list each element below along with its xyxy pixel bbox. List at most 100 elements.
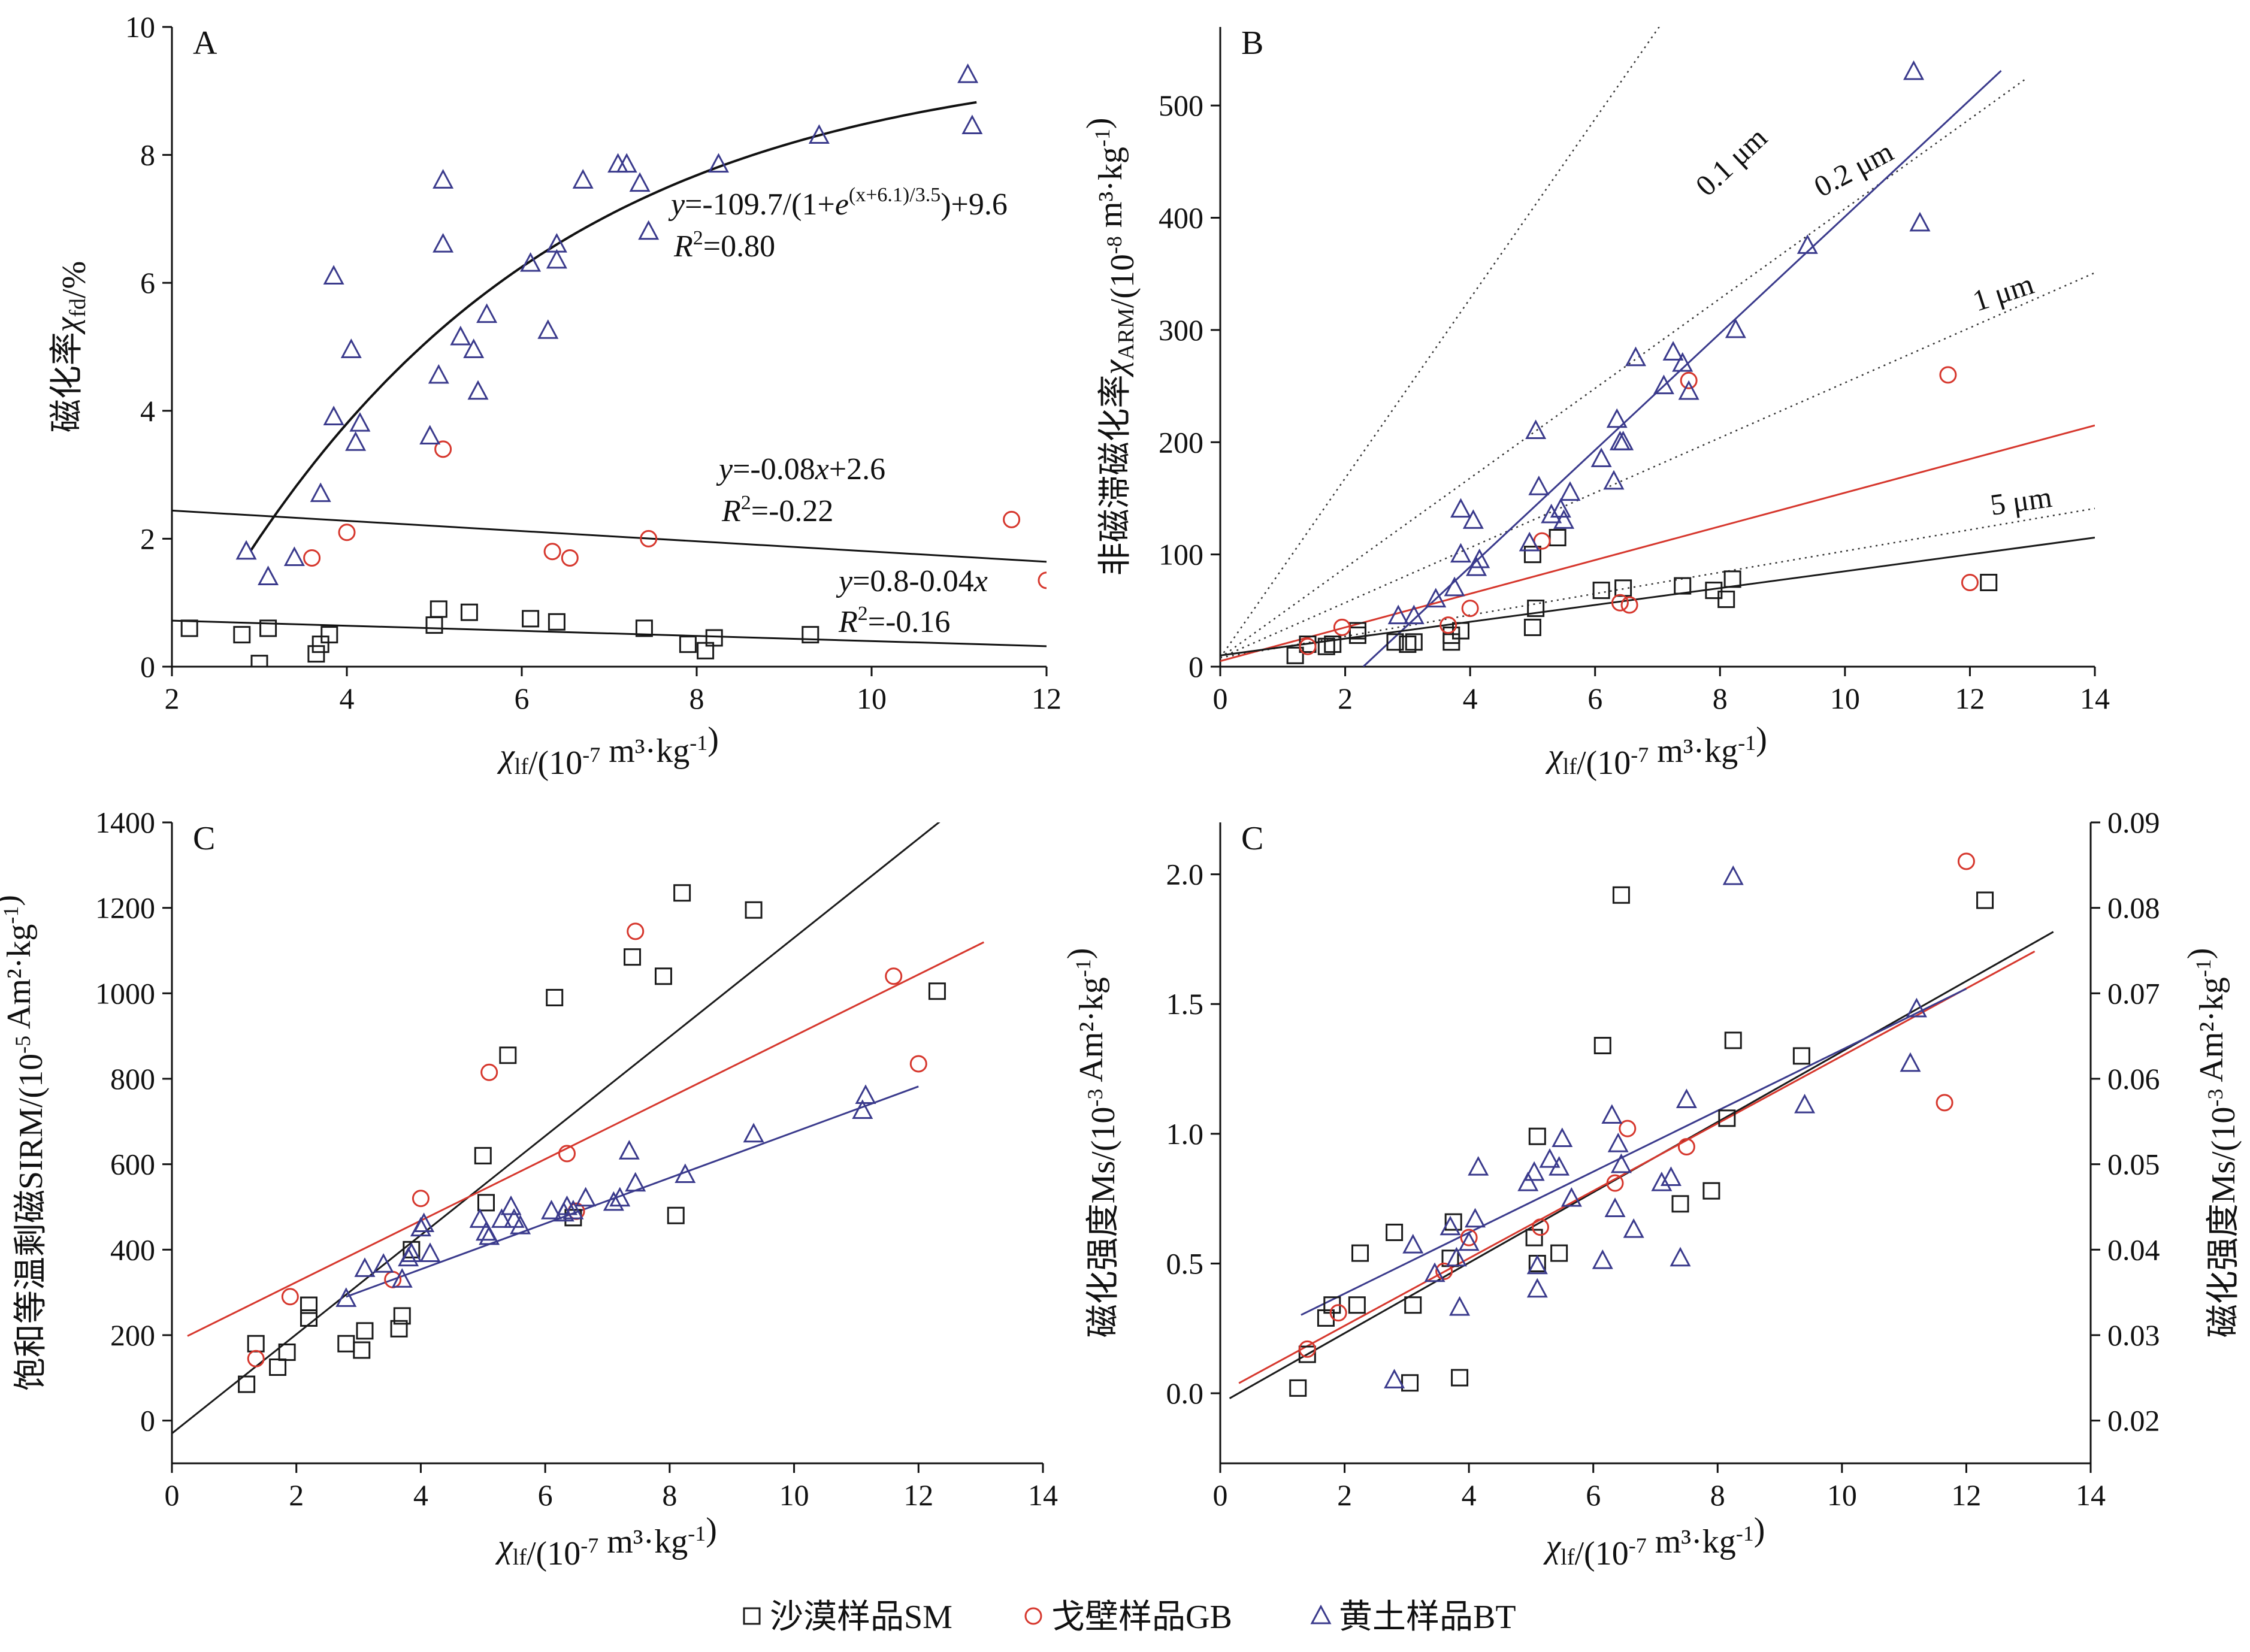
data-point-bt (1517, 1171, 1539, 1191)
data-point-sm (1451, 1369, 1469, 1387)
data-point-bt (1450, 498, 1472, 518)
data-point-bt (1528, 476, 1550, 495)
data-point-bt (391, 1268, 413, 1288)
x-tick-label: 6 (538, 1478, 553, 1512)
data-point-sm (238, 1375, 256, 1393)
data-point-bt (1444, 576, 1465, 597)
data-point-bt (616, 153, 637, 173)
data-point-bt (1625, 346, 1647, 367)
data-point-bt (1672, 352, 1693, 372)
grain-size-guide-line (1220, 272, 2095, 659)
data-point-sm (679, 636, 697, 653)
legend-marker-sm (743, 1607, 761, 1625)
data-point-sm (499, 1046, 517, 1064)
data-point-bt (575, 1187, 597, 1207)
data-point-gb (303, 549, 321, 567)
data-point-bt (428, 364, 449, 384)
data-point-sm (1976, 891, 1994, 909)
data-point-bt (476, 303, 498, 323)
data-point-bt (1462, 509, 1484, 529)
data-point-sm (1286, 646, 1304, 664)
data-point-bt (510, 1214, 531, 1235)
x-tick-label: 6 (1587, 682, 1602, 715)
data-point-bt (1678, 380, 1699, 400)
data-point-sm (1405, 633, 1423, 651)
x-tick-label: 4 (413, 1478, 428, 1512)
y-tick-label: 1.5 (1166, 987, 1204, 1021)
x-tick-label: 0 (165, 1478, 180, 1512)
x-tick-label: 10 (1827, 1478, 1857, 1512)
data-point-sm (522, 610, 540, 628)
plot-area (172, 822, 985, 1435)
data-point-bt (1450, 543, 1472, 563)
data-point-sm (1351, 1244, 1369, 1262)
data-point-bt (349, 412, 371, 432)
data-point-gb (885, 967, 903, 985)
data-point-bt (546, 232, 567, 253)
data-point-sm (1523, 546, 1541, 564)
x-tick-label: 10 (1830, 682, 1860, 715)
fit-line-gb (1220, 424, 2095, 662)
data-point-bt (373, 1253, 394, 1273)
data-point-bt (1523, 1161, 1545, 1181)
data-point-sm (654, 967, 672, 985)
data-point-gb (627, 922, 645, 940)
data-point-gb (1620, 596, 1638, 614)
y-axis-title: 磁化强度Ms/(10-3 Am²·kg-1) (1061, 948, 1122, 1338)
data-point-bt (1900, 1052, 1921, 1072)
x-tick-label: 4 (1462, 1478, 1477, 1512)
data-point-sm (1442, 627, 1460, 645)
data-point-bt (537, 319, 559, 339)
data-point-bt (491, 1208, 512, 1228)
grain-size-guide-line (1220, 78, 2027, 659)
data-point-gb (1957, 852, 1975, 870)
panel-c-ms-chart: 0 2 4 6 8 10 12 14 0.0 0.5 1.0 1.5 2.0 0.02 0.03 0.04 0.… (1061, 806, 2242, 1572)
y-right-tick-label: 0.08 (2107, 891, 2160, 925)
data-point-sm (430, 600, 447, 618)
data-point-sm (337, 1335, 355, 1353)
grain-size-guide-line (1220, 27, 1661, 658)
data-point-sm (460, 603, 478, 621)
data-point-sm (1348, 627, 1366, 645)
data-point-bt (1561, 1187, 1582, 1207)
data-point-bt (1604, 1197, 1626, 1217)
data-point-gb (558, 1145, 576, 1163)
data-point-bt (1465, 1208, 1486, 1228)
y-tick-label: 8 (140, 138, 155, 172)
data-point-sm (1386, 633, 1404, 651)
data-point-gb (1606, 1174, 1624, 1192)
data-point-gb (1680, 371, 1698, 389)
data-point-bt (500, 1195, 522, 1215)
data-point-sm (802, 626, 819, 644)
data-point-sm (1444, 1213, 1462, 1231)
data-point-bt (743, 1122, 764, 1143)
y-axis-right-title: 磁化强度Ms/(10-3 Am²·kg-1) (2181, 948, 2242, 1338)
data-point-bt (345, 431, 367, 451)
x-tick-label: 8 (689, 682, 704, 715)
data-point-bt (1526, 1278, 1548, 1298)
data-point-sm (1724, 1031, 1742, 1049)
y-right-tick-label: 0.02 (2107, 1404, 2160, 1438)
panel-label: C (193, 820, 215, 857)
y-tick-label: 1.0 (1166, 1117, 1204, 1151)
y-tick-label: 2 (140, 522, 155, 555)
fit-line-gb (1238, 950, 2036, 1384)
y-axis-title: 非磁滞磁化率χARM/(10-8 m³·kg-1) (1080, 117, 1141, 576)
data-point-gb (909, 1055, 927, 1073)
data-point-gb (281, 1288, 299, 1306)
x-tick-label: 8 (662, 1478, 677, 1512)
x-tick-label: 6 (515, 682, 530, 715)
data-point-bt (1468, 1155, 1489, 1176)
y-axis-title: 磁化率χfd/% (49, 261, 93, 433)
data-point-bt (401, 1242, 422, 1262)
fit-curve-bt (249, 101, 977, 552)
data-point-bt (433, 169, 454, 189)
data-point-gb (247, 1350, 265, 1367)
plot-area (1220, 27, 2095, 667)
data-point-sm (697, 642, 715, 659)
plot-area (1229, 852, 2054, 1399)
fit-r2-bt: R2=0.80 (673, 227, 775, 264)
data-point-bt (310, 482, 331, 503)
legend-item-bt: 黄土样品BT (1310, 1599, 1516, 1636)
